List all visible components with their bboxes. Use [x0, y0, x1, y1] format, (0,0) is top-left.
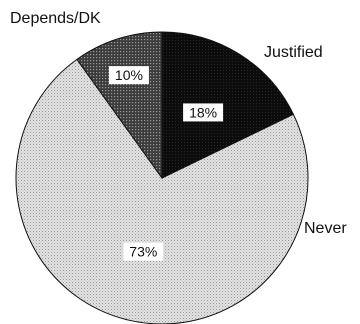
slice-value-label-justified: 18% [183, 103, 224, 122]
pie-slice-never [15, 58, 309, 324]
value-label-box [183, 103, 224, 122]
slice-value-label-depends: 10% [108, 66, 149, 85]
value-label-text: 73% [129, 244, 157, 260]
slice-category-label-depends: Depends/DK [10, 10, 101, 27]
pie-slice-justified [161, 31, 295, 179]
slice-category-label-never: Never [304, 220, 347, 237]
value-label-text: 18% [189, 104, 217, 120]
value-label-box [123, 242, 164, 261]
value-label-box [108, 66, 149, 85]
pie-slices [15, 31, 309, 324]
value-label-text: 10% [115, 67, 143, 83]
pie-value-labels: 18% 73% 10% [108, 66, 224, 261]
slice-category-label-justified: Justified [264, 44, 323, 61]
slice-value-label-never: 73% [123, 242, 164, 261]
